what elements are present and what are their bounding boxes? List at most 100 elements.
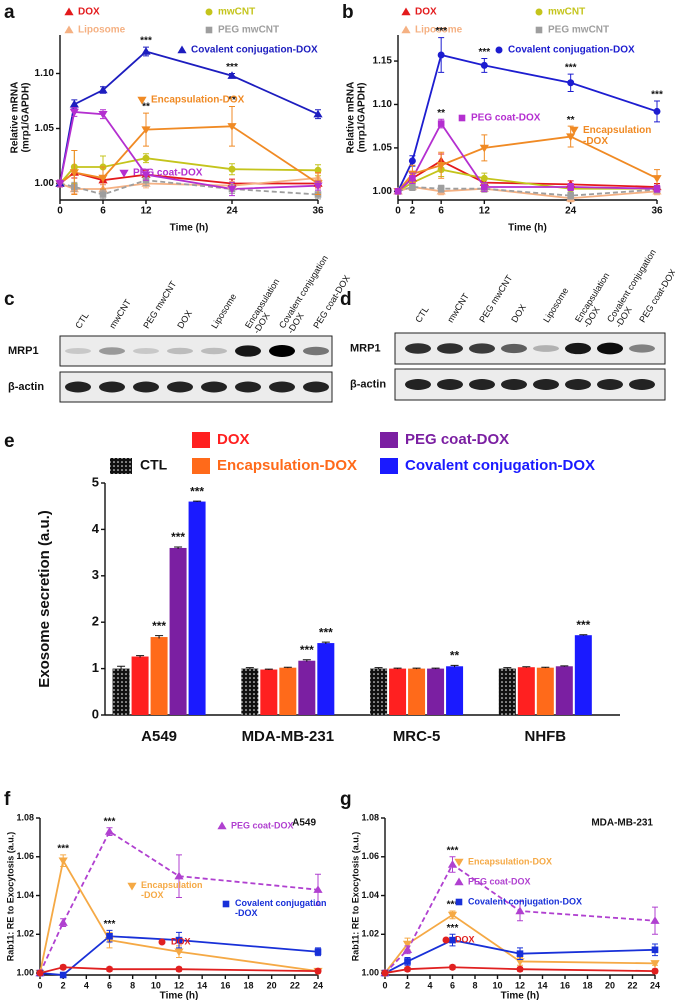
point	[381, 969, 389, 977]
error-bar	[174, 546, 183, 549]
x-tick-label: 8	[130, 980, 135, 990]
x-tick-label: 2	[61, 980, 66, 990]
point	[58, 857, 68, 866]
bar	[427, 668, 445, 715]
point	[402, 940, 413, 949]
y-tick-label: 1	[92, 660, 99, 675]
band	[629, 379, 655, 390]
point	[447, 911, 458, 920]
significance: ***	[57, 843, 69, 854]
legend-marker	[401, 7, 411, 16]
significance: ***	[171, 530, 185, 544]
panel-label: g	[340, 789, 352, 810]
lane-label: Liposome	[541, 286, 570, 324]
x-tick-label: 18	[582, 980, 592, 990]
y-tick-label: 1.10	[35, 68, 55, 79]
point	[404, 958, 411, 965]
x-tick-label: 10	[151, 980, 161, 990]
legend-label: Covalent conjugation-DOX	[468, 896, 582, 906]
bar	[408, 668, 426, 715]
error-bar	[321, 641, 330, 645]
band	[405, 379, 431, 390]
significance: ***	[447, 900, 459, 911]
legend-swatch	[192, 432, 210, 448]
point	[314, 967, 322, 975]
row-label: MRP1	[8, 345, 39, 357]
significance: **	[567, 115, 575, 126]
legend-marker	[64, 25, 74, 34]
legend-label: PEG coat-DOX	[468, 876, 531, 886]
point	[55, 180, 65, 188]
legend-label: DOX	[171, 936, 191, 946]
significance: **	[142, 102, 150, 113]
y-tick-label: 3	[92, 567, 99, 582]
bar	[279, 667, 297, 715]
significance: ***	[576, 618, 590, 632]
x-tick-label: 24	[565, 206, 577, 217]
row-label: β-actin	[8, 381, 44, 393]
legend-marker	[205, 8, 213, 16]
x-axis-title: Time (h)	[170, 223, 209, 234]
significance: **	[228, 95, 236, 106]
point	[313, 182, 323, 191]
point	[402, 945, 413, 954]
y-tick-label: 1.15	[373, 56, 393, 67]
x-tick-label: 0	[395, 206, 401, 217]
significance: ***	[565, 63, 577, 74]
panel-label: e	[4, 431, 15, 452]
legend-label: Covalent conjugation-DOX	[405, 457, 595, 474]
row-label: MRP1	[350, 342, 381, 354]
point	[479, 144, 489, 153]
x-tick-label: 36	[312, 206, 324, 217]
legend-marker	[205, 26, 213, 34]
point	[58, 918, 68, 926]
legend-marker	[222, 900, 230, 908]
x-tick-label: 22	[290, 980, 300, 990]
y-tick-label: 0	[92, 706, 99, 721]
point	[408, 157, 416, 165]
legend-label: Encapsulation-DOX	[217, 457, 357, 474]
y-tick-label: 1.04	[361, 890, 379, 900]
band	[597, 342, 623, 355]
legend-label: PEG mwCNT	[548, 25, 609, 36]
legend-label: DOX	[78, 7, 100, 18]
band	[167, 347, 193, 355]
y-axis-title: Relative mRNA(mrp1/GAPDH)	[9, 82, 31, 154]
point	[394, 188, 402, 195]
x-tick-label: 12	[140, 206, 152, 217]
legend-label: Encapsulation-DOX	[583, 125, 651, 147]
legend-label: Encapsulation-DOX	[151, 95, 245, 106]
blot-strip	[394, 368, 666, 401]
point	[567, 183, 574, 191]
point	[480, 61, 488, 69]
y-axis-title: Relative mRNA(mrp1/GAPDH)	[345, 82, 367, 154]
point	[481, 183, 488, 191]
y-axis-title: Rab11: RE to Exocytosis (a.u.)	[5, 832, 15, 962]
text-line: -DOX	[235, 908, 258, 918]
band	[201, 381, 227, 393]
x-tick-label: 24	[313, 980, 323, 990]
text-line: (mrp1/GAPDH)	[20, 82, 31, 152]
chart-title: MDA-MB-231	[591, 818, 653, 829]
y-tick-label: 1.06	[361, 851, 379, 861]
point	[141, 47, 151, 55]
legend-marker	[401, 25, 411, 34]
text-line: Encapsulation	[141, 880, 203, 890]
significance: ***	[435, 26, 447, 37]
legend-label: PEG coat-DOX	[405, 431, 509, 448]
point	[567, 192, 574, 199]
x-axis-title: Time (h)	[160, 991, 199, 1000]
x-tick-label: NHFB	[524, 728, 566, 745]
legend-swatch	[110, 458, 132, 474]
significance: ***	[190, 484, 204, 498]
y-axis-title: Exosome secretion (a.u.)	[36, 510, 53, 688]
series-line	[59, 111, 319, 190]
point	[566, 133, 576, 142]
point	[141, 171, 151, 180]
text-line: -DOX	[141, 890, 164, 900]
x-tick-label: 12	[479, 206, 491, 217]
significance: ***	[478, 47, 490, 58]
band	[437, 379, 463, 390]
x-tick-label: 20	[267, 980, 277, 990]
bar	[498, 668, 516, 715]
